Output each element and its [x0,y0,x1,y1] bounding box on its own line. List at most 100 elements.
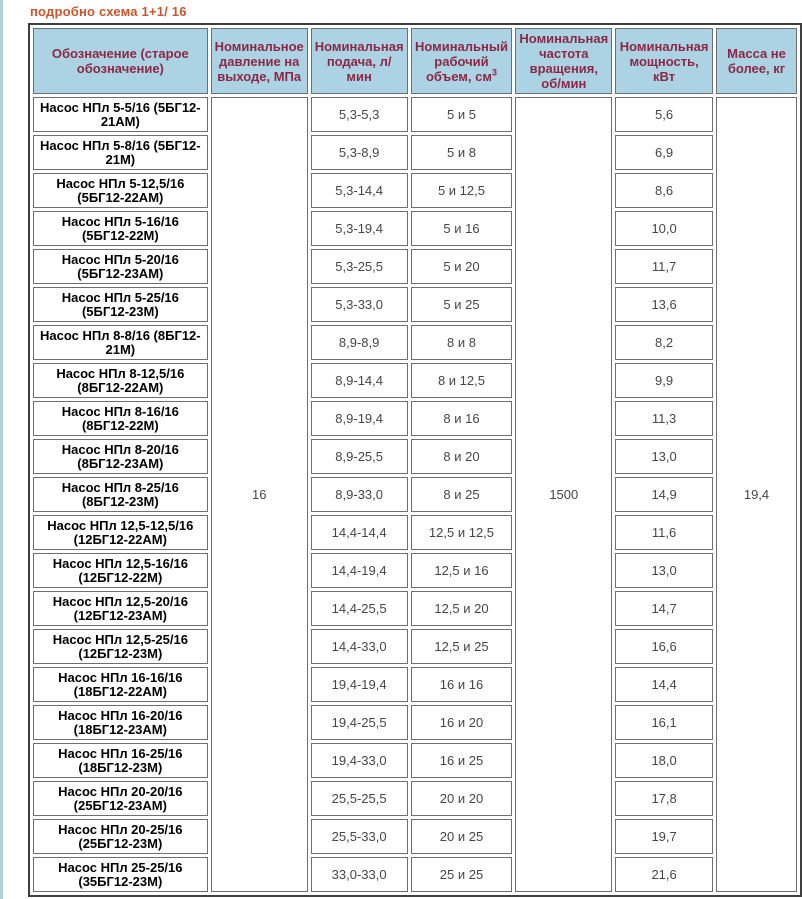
cell-volume: 12,5 и 20 [410,591,513,626]
cell-mass-merged: 19,4 [716,97,797,892]
cell-flow: 19,4-33,0 [310,743,408,778]
cell-power: 14,4 [615,667,714,702]
table-row: Насос НПл 5-8/16 (5БГ12-21М) 5,3-8,9 5 и 8… [33,135,797,170]
cell-designation: Насос НПл 8-12,5/16 (8БГ12-22АМ) [33,363,208,398]
header-flow: Номинальная подача, л/ мин [310,28,408,94]
header-pressure: Номинальное давление на выходе, МПа [210,28,308,94]
cell-volume: 8 и 25 [410,477,513,512]
cell-flow: 5,3-5,3 [310,97,408,132]
header-volume: Номинальный рабочий объем, см3 [410,28,513,94]
pump-table-body: Насос НПл 5-5/16 (5БГ12-21АМ) 16 5,3-5,3 5 … [33,97,797,892]
cell-volume: 16 и 25 [410,743,513,778]
table-row: Насос НПл 8-12,5/16 (8БГ12-22АМ) 8,9-14,4… [33,363,797,398]
table-row: Насос НПл 8-25/16 (8БГ12-23М) 8,9-33,0 8 и… [33,477,797,512]
pump-spec-table: Обозначение (старое обозначение) Номинал… [28,23,802,897]
cell-power: 8,6 [615,173,714,208]
table-row: Насос НПл 5-20/16 (5БГ12-23АМ) 5,3-25,5 5 … [33,249,797,284]
table-row: Насос НПл 5-16/16 (5БГ12-22М) 5,3-19,4 5 и… [33,211,797,246]
cell-designation: Насос НПл 16-20/16 (18БГ12-23АМ) [33,705,208,740]
cell-speed-merged: 1500 [515,97,613,892]
header-power: Номинальная мощность, кВт [615,28,714,94]
table-row: Насос НПл 8-8/16 (8БГ12-21М) 8,9-8,9 8 и 8… [33,325,797,360]
cell-flow: 5,3-14,4 [310,173,408,208]
cell-power: 18,0 [615,743,714,778]
cell-flow: 19,4-25,5 [310,705,408,740]
table-row: Насос НПл 12,5-16/16 (12БГ12-22М) 14,4-19… [33,553,797,588]
cell-flow: 14,4-25,5 [310,591,408,626]
header-speed: Номинальная частота вращения, об/мин [515,28,613,94]
cell-flow: 14,4-19,4 [310,553,408,588]
cell-volume: 8 и 16 [410,401,513,436]
cell-volume: 5 и 20 [410,249,513,284]
cell-designation: Насос НПл 12,5-20/16 (12БГ12-23АМ) [33,591,208,626]
header-mass: Масса не более, кг [716,28,797,94]
table-row: Насос НПл 8-16/16 (8БГ12-22М) 8,9-19,4 8 и… [33,401,797,436]
cell-power: 16,1 [615,705,714,740]
cell-power: 8,2 [615,325,714,360]
cell-volume: 20 и 25 [410,819,513,854]
cell-designation: Насос НПл 12,5-12,5/16 (12БГ12-22АМ) [33,515,208,550]
cell-power: 5,6 [615,97,714,132]
cell-designation: Насос НПл 5-16/16 (5БГ12-22М) [33,211,208,246]
cell-volume: 8 и 8 [410,325,513,360]
table-row: Насос НПл 20-25/16 (25БГ12-23М) 25,5-33,0… [33,819,797,854]
cell-power: 14,9 [615,477,714,512]
cell-flow: 19,4-19,4 [310,667,408,702]
cell-power: 13,0 [615,553,714,588]
table-row: Насос НПл 16-20/16 (18БГ12-23АМ) 19,4-25,… [33,705,797,740]
table-row: Насос НПл 5-12,5/16 (5БГ12-22АМ) 5,3-14,4… [33,173,797,208]
cell-power: 19,7 [615,819,714,854]
cell-flow: 25,5-33,0 [310,819,408,854]
cell-power: 13,0 [615,439,714,474]
cell-power: 6,9 [615,135,714,170]
cell-designation: Насос НПл 5-8/16 (5БГ12-21М) [33,135,208,170]
cell-designation: Насос НПл 8-20/16 (8БГ12-23АМ) [33,439,208,474]
cell-designation: Насос НПл 5-20/16 (5БГ12-23АМ) [33,249,208,284]
cell-designation: Насос НПл 5-25/16 (5БГ12-23М) [33,287,208,322]
cell-pressure-merged: 16 [210,97,308,892]
table-header: Обозначение (старое обозначение) Номинал… [33,28,797,94]
table-row: Насос НПл 5-5/16 (5БГ12-21АМ) 16 5,3-5,3 5 … [33,97,797,892]
cell-flow: 14,4-33,0 [310,629,408,664]
page-title: подробно схема 1+1/ 16 [30,4,187,19]
cell-volume: 5 и 5 [410,97,513,132]
cell-power: 13,6 [615,287,714,322]
table-row: Насос НПл 12,5-25/16 (12БГ12-23М) 14,4-33… [33,629,797,664]
cell-flow: 8,9-8,9 [310,325,408,360]
table-row: Насос НПл 16-25/16 (18БГ12-23М) 19,4-33,0… [33,743,797,778]
cell-volume: 12,5 и 12,5 [410,515,513,550]
cell-power: 11,7 [615,249,714,284]
cell-flow: 8,9-25,5 [310,439,408,474]
cell-power: 17,8 [615,781,714,816]
cell-designation: Насос НПл 8-8/16 (8БГ12-21М) [33,325,208,360]
cell-power: 10,0 [615,211,714,246]
cell-flow: 5,3-8,9 [310,135,408,170]
cell-flow: 5,3-19,4 [310,211,408,246]
table-row: Насос НПл 8-20/16 (8БГ12-23АМ) 8,9-25,5 8 … [33,439,797,474]
cell-designation: Насос НПл 12,5-25/16 (12БГ12-23М) [33,629,208,664]
cell-power: 16,6 [615,629,714,664]
cell-volume: 8 и 20 [410,439,513,474]
table-row: Насос НПл 12,5-20/16 (12БГ12-23АМ) 14,4-2… [33,591,797,626]
cell-designation: Насос НПл 25-25/16 (35БГ12-23М) [33,857,208,892]
cell-power: 14,7 [615,591,714,626]
cell-volume: 5 и 16 [410,211,513,246]
cell-designation: Насос НПл 8-25/16 (8БГ12-23М) [33,477,208,512]
cell-designation: Насос НПл 12,5-16/16 (12БГ12-22М) [33,553,208,588]
cell-power: 11,3 [615,401,714,436]
cell-flow: 8,9-14,4 [310,363,408,398]
cell-volume: 16 и 16 [410,667,513,702]
cell-volume: 5 и 25 [410,287,513,322]
cell-power: 9,9 [615,363,714,398]
cell-power: 21,6 [615,857,714,892]
cell-flow: 5,3-25,5 [310,249,408,284]
table-row: Насос НПл 12,5-12,5/16 (12БГ12-22АМ) 14,4… [33,515,797,550]
header-volume-text: Номинальный рабочий объем, см [414,38,508,84]
cell-volume: 5 и 8 [410,135,513,170]
cell-volume: 8 и 12,5 [410,363,513,398]
cell-designation: Насос НПл 5-12,5/16 (5БГ12-22АМ) [33,173,208,208]
cell-flow: 33,0-33,0 [310,857,408,892]
cell-designation: Насос НПл 16-16/16 (18БГ12-22АМ) [33,667,208,702]
table-row: Насос НПл 20-20/16 (25БГ12-23АМ) 25,5-25,… [33,781,797,816]
